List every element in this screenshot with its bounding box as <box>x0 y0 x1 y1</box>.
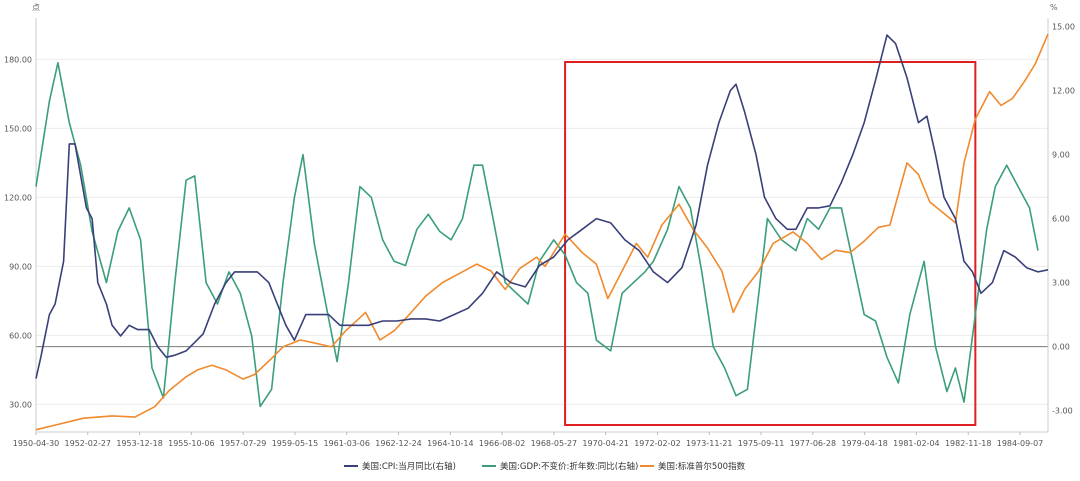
right-tick-label: 3.00 <box>1052 279 1070 288</box>
x-tick-label: 1966-08-02 <box>479 439 526 448</box>
x-tick-label: 1962-12-24 <box>375 439 422 448</box>
x-tick-label: 1955-10-06 <box>168 439 215 448</box>
left-tick-label: 60.00 <box>9 331 32 340</box>
x-tick-label: 1959-05-15 <box>272 439 319 448</box>
right-tick-label: -3.00 <box>1052 407 1073 416</box>
series-line-0 <box>35 34 1049 379</box>
x-tick-label: 1982-11-18 <box>945 439 992 448</box>
x-tick-label: 1957-07-29 <box>220 439 267 448</box>
right-tick-label: 9.00 <box>1052 151 1070 160</box>
left-tick-label: 180.00 <box>4 55 32 64</box>
left-axis-ticks: 30.00 60.00 90.00 120.00 150.00 180.00 <box>4 55 32 409</box>
x-tick-label: 1968-05-27 <box>531 439 578 448</box>
x-tick-label: 1981-02-04 <box>893 439 940 448</box>
right-axis-ticks: -3.00 0.00 3.00 6.00 9.00 12.00 15.00 <box>1052 23 1075 416</box>
x-tick-label: 1975-09-11 <box>738 439 785 448</box>
grid-lines <box>36 58 1048 405</box>
x-tick-label: 1953-12-18 <box>116 439 163 448</box>
x-tick-label: 1973-11-21 <box>686 439 733 448</box>
right-tick-label: 0.00 <box>1052 343 1070 352</box>
legend: 美国:CPI:当月同比(右轴) 美国:GDP:不变价:折年数:同比(右轴) 美国:标… <box>344 461 746 472</box>
right-tick-label: 6.00 <box>1052 215 1070 224</box>
x-tick-label: 1961-03-06 <box>323 439 370 448</box>
series-lines <box>35 33 1049 431</box>
left-tick-label: 30.00 <box>9 400 32 409</box>
left-tick-label: 120.00 <box>4 193 32 202</box>
legend-label: 美国:GDP:不变价:折年数:同比(右轴) <box>500 461 638 472</box>
x-tick-label: 1977-06-28 <box>790 439 837 448</box>
x-axis-ticks: 1950-04-30 1952-02-27 1953-12-18 1955-10-06… <box>13 432 1044 448</box>
plot-frame <box>35 18 1049 433</box>
series-line-2 <box>35 33 1049 431</box>
x-tick-label: 1970-04-21 <box>582 439 629 448</box>
x-tick-label: 1972-02-02 <box>634 439 681 448</box>
highlight-box <box>564 61 977 426</box>
left-axis-unit: 点 <box>32 3 40 12</box>
highlight-rectangle <box>564 61 977 426</box>
right-axis-unit: % <box>1050 3 1058 12</box>
series-line-1 <box>35 62 1039 408</box>
right-tick-label: 15.00 <box>1052 23 1075 32</box>
legend-label: 美国:CPI:当月同比(右轴) <box>362 461 456 472</box>
x-tick-label: 1979-04-18 <box>841 439 888 448</box>
x-tick-label: 1964-10-14 <box>427 439 474 448</box>
x-tick-label: 1984-09-07 <box>997 439 1044 448</box>
left-tick-label: 90.00 <box>9 262 32 271</box>
left-tick-label: 150.00 <box>4 124 32 133</box>
x-tick-label: 1950-04-30 <box>13 439 60 448</box>
right-tick-label: 12.00 <box>1052 87 1075 96</box>
x-tick-label: 1952-02-27 <box>65 439 112 448</box>
legend-label: 美国:标准普尔500指数 <box>658 461 746 472</box>
